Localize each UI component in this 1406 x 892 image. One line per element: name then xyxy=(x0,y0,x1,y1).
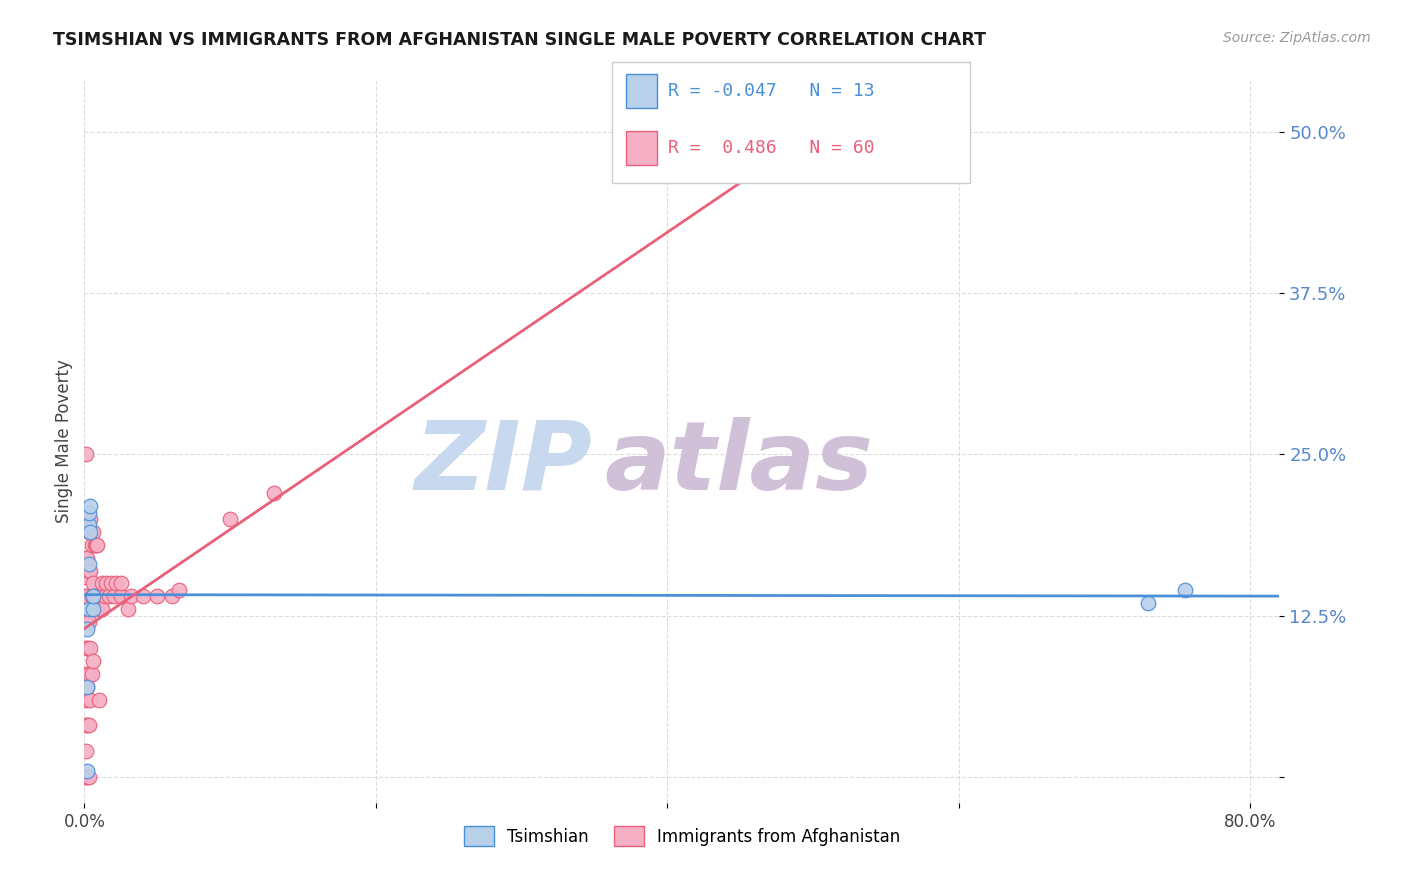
Point xyxy=(75,447,97,461)
Point xyxy=(82,590,104,604)
Point xyxy=(76,770,98,784)
Point xyxy=(79,692,101,706)
Point xyxy=(77,518,100,533)
Point xyxy=(105,576,128,591)
Point xyxy=(160,590,183,604)
Point xyxy=(94,590,117,604)
Point xyxy=(86,602,108,616)
Text: TSIMSHIAN VS IMMIGRANTS FROM AFGHANISTAN SINGLE MALE POVERTY CORRELATION CHART: TSIMSHIAN VS IMMIGRANTS FROM AFGHANISTAN… xyxy=(53,31,987,49)
Point xyxy=(131,590,153,604)
Point xyxy=(75,718,97,732)
Point xyxy=(76,590,98,604)
Point xyxy=(83,538,105,552)
Text: Source: ZipAtlas.com: Source: ZipAtlas.com xyxy=(1223,31,1371,45)
Point xyxy=(76,622,98,636)
Point xyxy=(77,506,100,520)
Y-axis label: Single Male Poverty: Single Male Poverty xyxy=(55,359,73,524)
Point xyxy=(75,590,97,604)
Point xyxy=(79,512,101,526)
Point xyxy=(77,615,100,630)
Point xyxy=(76,718,98,732)
Point xyxy=(76,680,98,694)
Point xyxy=(80,538,103,552)
Point xyxy=(77,718,100,732)
Point xyxy=(219,512,242,526)
Point xyxy=(773,151,796,165)
Point xyxy=(77,524,100,539)
Point xyxy=(76,550,98,565)
Point xyxy=(96,576,118,591)
Point xyxy=(75,615,97,630)
Point xyxy=(82,602,104,616)
Point xyxy=(75,640,97,655)
Point xyxy=(82,524,104,539)
Point xyxy=(167,582,190,597)
Point xyxy=(77,557,100,571)
Point xyxy=(110,590,132,604)
Point xyxy=(87,590,110,604)
Point xyxy=(79,640,101,655)
Point xyxy=(110,576,132,591)
Point xyxy=(80,590,103,604)
Point xyxy=(1137,596,1160,610)
Point xyxy=(77,564,100,578)
Point xyxy=(75,570,97,584)
Point xyxy=(100,576,122,591)
Point xyxy=(77,602,100,616)
Point xyxy=(75,770,97,784)
Point xyxy=(83,590,105,604)
Point xyxy=(146,590,169,604)
Text: R = -0.047   N = 13: R = -0.047 N = 13 xyxy=(668,82,875,100)
Text: atlas: atlas xyxy=(605,417,873,509)
Point xyxy=(75,744,97,758)
Point xyxy=(98,590,121,604)
Point xyxy=(76,764,98,778)
Point xyxy=(263,486,285,500)
Point xyxy=(79,564,101,578)
Point xyxy=(84,590,107,604)
Point xyxy=(76,680,98,694)
Point xyxy=(80,666,103,681)
Point xyxy=(77,770,100,784)
Point xyxy=(120,590,142,604)
Point xyxy=(1174,582,1197,597)
Text: R =  0.486   N = 60: R = 0.486 N = 60 xyxy=(668,139,875,157)
Text: ZIP: ZIP xyxy=(415,417,592,509)
Point xyxy=(86,538,108,552)
Point xyxy=(84,538,107,552)
Point xyxy=(82,576,104,591)
Point xyxy=(79,499,101,513)
Point xyxy=(103,590,125,604)
Point xyxy=(75,692,97,706)
Point xyxy=(76,640,98,655)
Point xyxy=(82,654,104,668)
Point xyxy=(75,550,97,565)
Point xyxy=(90,576,112,591)
Point xyxy=(90,602,112,616)
Point xyxy=(87,692,110,706)
Point xyxy=(77,666,100,681)
Legend: Tsimshian, Immigrants from Afghanistan: Tsimshian, Immigrants from Afghanistan xyxy=(457,820,907,852)
Point xyxy=(75,666,97,681)
Point xyxy=(79,524,101,539)
Point xyxy=(117,602,139,616)
